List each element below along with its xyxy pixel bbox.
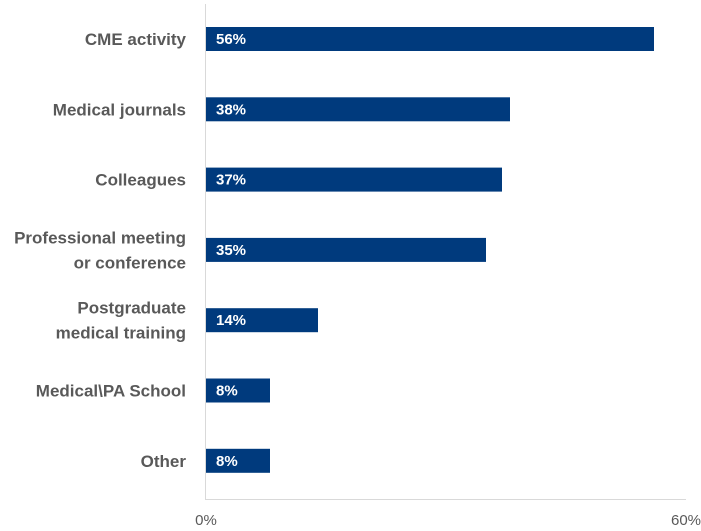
- category-label-4-line-0: Postgraduate: [77, 299, 186, 318]
- bar-2: [206, 167, 502, 192]
- value-label-1: 38%: [216, 101, 246, 118]
- category-label-4-line-1: medical training: [56, 324, 186, 343]
- category-label-6: Other: [141, 452, 187, 471]
- x-tick-label-0: 0%: [195, 512, 217, 529]
- value-label-2: 37%: [216, 172, 246, 189]
- bar-4: [206, 308, 318, 333]
- category-label-3-line-1: or conference: [74, 253, 186, 272]
- bar-1: [206, 97, 510, 122]
- x-tick-label-1: 60%: [671, 512, 701, 529]
- category-label-5: Medical\PA School: [36, 382, 186, 401]
- value-label-4: 14%: [216, 312, 246, 329]
- category-label-0: CME activity: [85, 30, 187, 49]
- value-label-0: 56%: [216, 31, 246, 48]
- category-label-3-line-0: Professional meeting: [14, 228, 186, 247]
- bar-5: [206, 378, 270, 403]
- value-label-3: 35%: [216, 242, 246, 259]
- bar-0: [206, 27, 654, 51]
- bar-3: [206, 237, 486, 262]
- category-label-2: Colleagues: [95, 171, 186, 190]
- category-label-1: Medical journals: [53, 100, 186, 119]
- value-label-6: 8%: [216, 453, 238, 470]
- value-label-5: 8%: [216, 383, 238, 400]
- bar-6: [206, 448, 270, 473]
